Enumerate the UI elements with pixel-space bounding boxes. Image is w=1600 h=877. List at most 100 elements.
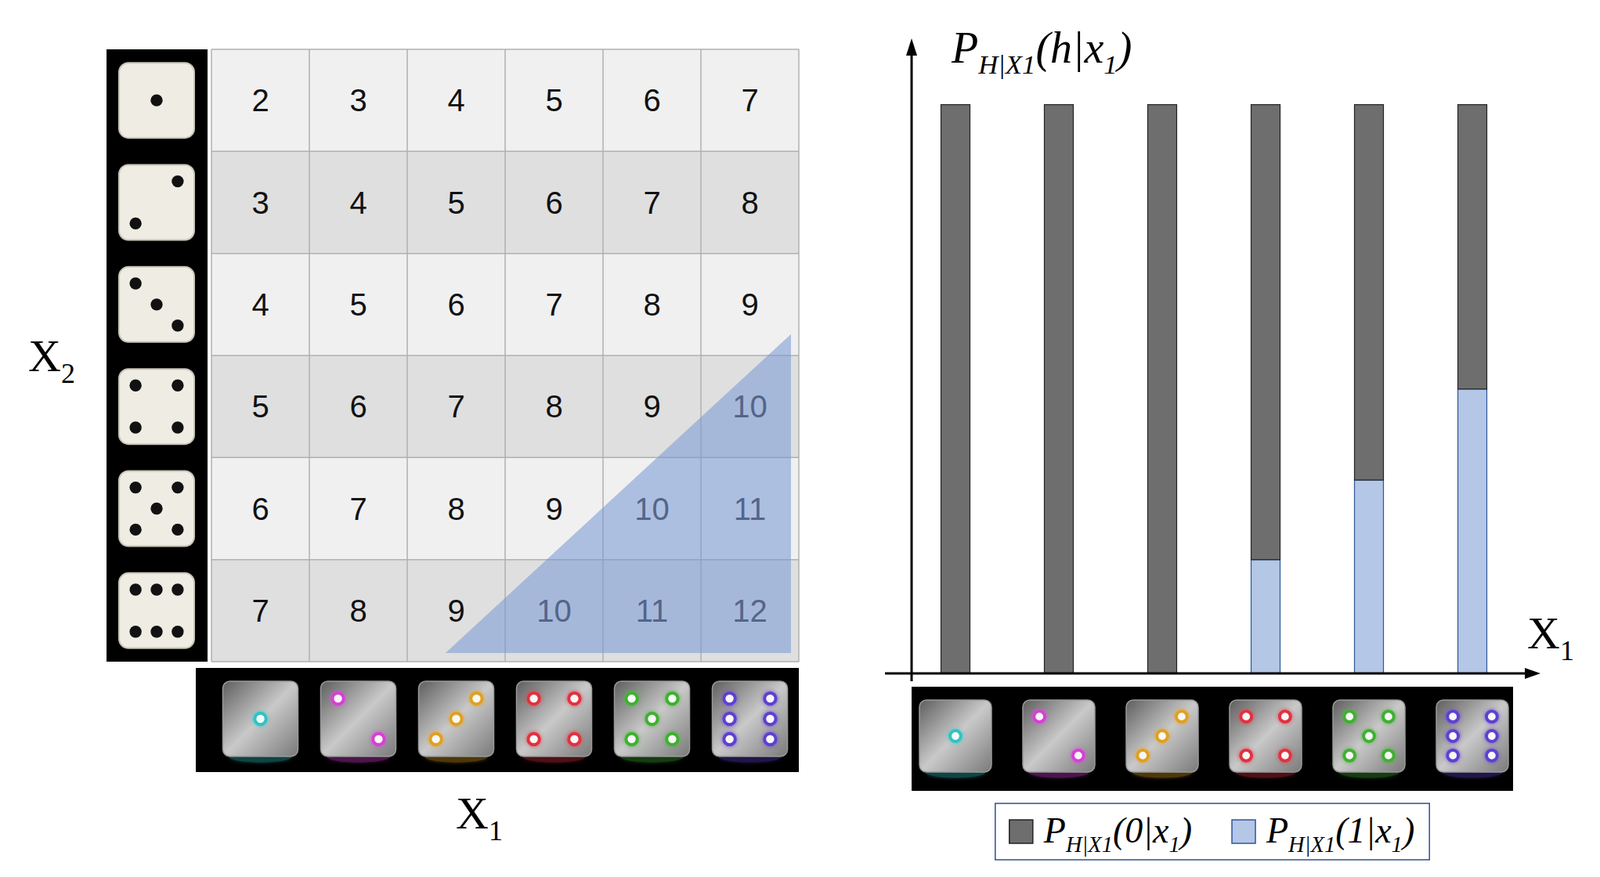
die-pip <box>1176 711 1188 723</box>
table-cell: 5 <box>349 287 367 322</box>
die-face <box>119 573 195 649</box>
die-white <box>119 573 195 649</box>
table-cell: 8 <box>545 389 563 424</box>
table-cell: 10 <box>536 593 572 629</box>
die-pip <box>1447 750 1459 762</box>
die-face <box>119 62 195 138</box>
axes <box>884 38 1541 682</box>
die-pip <box>1156 730 1168 742</box>
table-cell: 10 <box>634 491 670 527</box>
legend-label-part: P <box>1265 810 1289 851</box>
die-pip <box>171 583 184 596</box>
table-cell: 12 <box>732 593 768 629</box>
bar-segment <box>1044 104 1074 674</box>
bar-segment <box>1148 104 1178 674</box>
die-pip <box>646 713 658 725</box>
die-metal <box>1436 700 1509 778</box>
die-pip <box>1486 750 1498 762</box>
die-pip <box>171 523 184 536</box>
table-cell: 11 <box>733 491 767 527</box>
die-metal <box>1229 700 1302 778</box>
die-pip <box>171 319 184 332</box>
y-axis-title-part: P <box>950 23 979 73</box>
die-face <box>119 471 195 547</box>
table-cell: 4 <box>349 185 367 221</box>
die-pip <box>150 583 163 596</box>
die-pip <box>150 625 163 638</box>
die-face <box>1436 700 1509 773</box>
die-pip <box>723 713 735 725</box>
die-face <box>119 267 195 343</box>
die-pip <box>150 298 163 311</box>
die-pip <box>171 379 184 392</box>
table-cell: 7 <box>740 83 759 118</box>
die-face <box>614 681 690 757</box>
table-cell: 7 <box>349 491 367 527</box>
sum-table: 2345673456784567895678910678910117891011… <box>28 49 799 847</box>
legend-label-part: ) <box>1400 810 1415 851</box>
die-pip <box>527 733 539 745</box>
legend-label-sub: H|X1 <box>1065 832 1113 857</box>
y-axis-title-sub: 1 <box>1103 49 1117 80</box>
table-cell: 3 <box>349 83 367 118</box>
legend-label-sub: H|X1 <box>1287 832 1336 857</box>
table-cell: 7 <box>447 389 465 424</box>
table-x-label: X1 <box>455 787 503 847</box>
y-axis-title-part: (h|x <box>1035 23 1104 73</box>
die-metal <box>223 681 299 763</box>
die-pip <box>1343 750 1355 762</box>
table-x-label-part: X <box>455 787 489 839</box>
die-metal <box>1332 700 1405 778</box>
die-pip <box>1240 750 1252 762</box>
table-cell: 9 <box>447 593 465 629</box>
table-cell: 10 <box>732 389 768 424</box>
die-pip <box>1279 750 1291 762</box>
die-pip <box>723 693 735 705</box>
die-pip <box>1486 711 1498 723</box>
die-face <box>223 681 299 757</box>
die-face <box>119 165 195 241</box>
die-face <box>516 681 593 757</box>
legend: PH|X1(0|x1)PH|X1(1|x1) <box>995 803 1430 860</box>
die-pip <box>1279 711 1291 723</box>
y-axis-title-part: ) <box>1115 23 1133 73</box>
table-cell: 9 <box>642 389 661 424</box>
bar-segment <box>1458 104 1488 390</box>
y-axis-line <box>910 44 914 682</box>
die-pip <box>332 693 344 705</box>
x-axis-title: X1 <box>1527 607 1575 667</box>
die-face <box>1229 700 1302 773</box>
table-grid-line <box>211 151 799 153</box>
table-cell: 4 <box>447 83 465 118</box>
die-pip <box>1383 750 1395 762</box>
table-cell: 5 <box>545 83 563 118</box>
bar-segment <box>1354 104 1384 481</box>
legend-label-sub: 1 <box>1391 832 1403 857</box>
die-pip <box>470 693 482 705</box>
x-axis-arrow <box>1524 668 1541 680</box>
legend-box <box>995 803 1430 860</box>
table-cell: 6 <box>251 491 269 527</box>
table-grid-line <box>211 252 799 255</box>
legend-label-sub: 1 <box>1168 832 1180 857</box>
table-cell: 9 <box>545 491 563 527</box>
die-pip <box>625 733 637 745</box>
table-x-label-sub: 1 <box>488 815 503 847</box>
die-pip <box>723 733 735 745</box>
y-axis-title-sub: H|X1 <box>977 49 1036 80</box>
die-pip <box>372 733 384 745</box>
die-pip <box>429 733 441 745</box>
die-strip <box>195 668 799 773</box>
bar-segment <box>941 104 971 674</box>
die-pip <box>129 217 141 230</box>
die-pip <box>764 693 776 705</box>
die-face <box>1022 700 1095 773</box>
die-metal <box>1126 700 1199 778</box>
die-face <box>418 681 495 757</box>
die-pip <box>129 481 141 494</box>
die-pip <box>1447 730 1459 742</box>
die-pip <box>171 421 184 434</box>
bar-segment <box>1354 480 1384 674</box>
die-pip <box>1383 711 1395 723</box>
table-cell: 2 <box>251 83 269 118</box>
